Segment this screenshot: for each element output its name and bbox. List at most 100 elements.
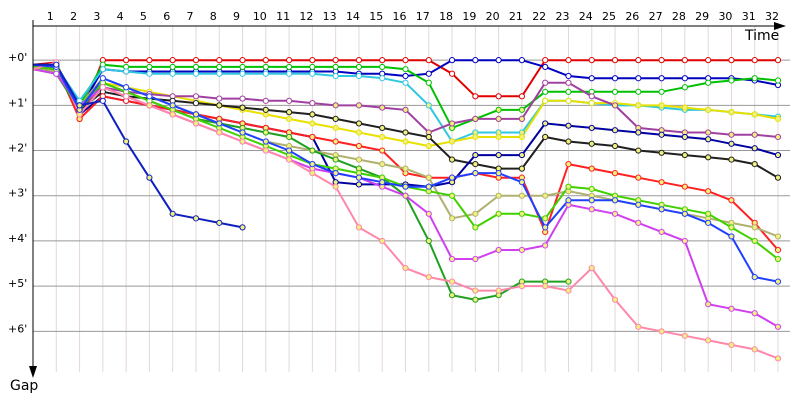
point: [309, 120, 316, 127]
point: [285, 147, 293, 154]
point: [751, 75, 758, 82]
point: [542, 224, 549, 231]
point: [565, 197, 572, 204]
point: [728, 131, 735, 138]
x-tick-label: 17: [416, 10, 430, 23]
point: [355, 72, 363, 80]
point: [123, 93, 130, 100]
point: [448, 278, 456, 285]
point: [774, 57, 782, 64]
point: [448, 138, 456, 145]
point: [192, 215, 200, 222]
point: [705, 210, 712, 217]
point: [355, 142, 363, 150]
point: [448, 174, 456, 181]
point: [774, 174, 782, 181]
point: [705, 301, 712, 308]
point: [588, 75, 595, 82]
point: [658, 75, 665, 82]
point: [611, 75, 619, 82]
point: [728, 156, 735, 163]
x-tick-label: 2: [70, 10, 77, 23]
series-line: [33, 63, 243, 229]
point: [472, 115, 479, 123]
point: [728, 224, 735, 231]
point: [379, 179, 386, 186]
point: [495, 192, 502, 199]
point: [588, 264, 595, 272]
point: [285, 63, 293, 71]
point: [169, 102, 176, 109]
point: [216, 63, 223, 71]
point: [774, 355, 782, 362]
x-tick-label: 12: [299, 10, 313, 23]
point: [448, 255, 456, 263]
x-tick-label: 30: [718, 10, 732, 23]
point: [472, 161, 479, 168]
point: [565, 183, 572, 190]
point: [332, 138, 339, 145]
x-tick-label: 4: [117, 10, 124, 23]
point: [332, 156, 339, 163]
point: [332, 72, 339, 80]
point: [611, 210, 619, 217]
x-tick-label: 7: [186, 10, 193, 23]
point: [448, 70, 456, 77]
point: [332, 183, 339, 190]
point: [448, 192, 456, 199]
point: [565, 88, 572, 95]
point: [751, 310, 758, 317]
point: [728, 233, 735, 240]
point: [239, 95, 246, 102]
x-tick-label: 31: [742, 10, 756, 23]
point: [379, 161, 386, 168]
point: [472, 287, 479, 294]
point: [402, 138, 409, 145]
point: [169, 57, 176, 64]
point: [705, 154, 712, 161]
point: [285, 156, 293, 163]
point: [635, 129, 642, 136]
point: [472, 170, 479, 177]
point: [472, 133, 479, 141]
point: [99, 97, 106, 104]
point: [332, 57, 339, 64]
point: [611, 296, 619, 303]
point: [705, 129, 712, 136]
point: [146, 63, 153, 71]
point: [565, 138, 572, 145]
point: [542, 79, 549, 86]
point: [518, 192, 526, 199]
point: [309, 111, 316, 118]
point: [262, 138, 269, 145]
point: [355, 129, 363, 136]
point: [402, 57, 409, 64]
point: [355, 224, 363, 231]
point: [169, 210, 176, 217]
point: [262, 63, 269, 71]
point: [635, 201, 642, 208]
point: [518, 179, 526, 186]
x-tick-label: 25: [602, 10, 616, 23]
y-tick-label: +4': [8, 232, 27, 245]
point: [146, 102, 153, 109]
point: [495, 151, 502, 159]
point: [495, 246, 502, 254]
point: [285, 70, 293, 77]
y-axis-label: Gap: [10, 378, 38, 394]
point: [518, 246, 526, 254]
point: [285, 109, 293, 116]
point: [751, 273, 758, 281]
point: [239, 70, 246, 77]
point: [565, 122, 572, 129]
x-tick-label: 6: [163, 10, 170, 23]
point: [472, 93, 479, 100]
point: [402, 264, 409, 272]
point: [565, 161, 572, 168]
point: [774, 115, 782, 123]
y-tick-label: +6': [8, 322, 27, 335]
point: [53, 70, 60, 77]
point: [262, 129, 269, 136]
point: [658, 88, 665, 95]
point: [751, 346, 758, 353]
